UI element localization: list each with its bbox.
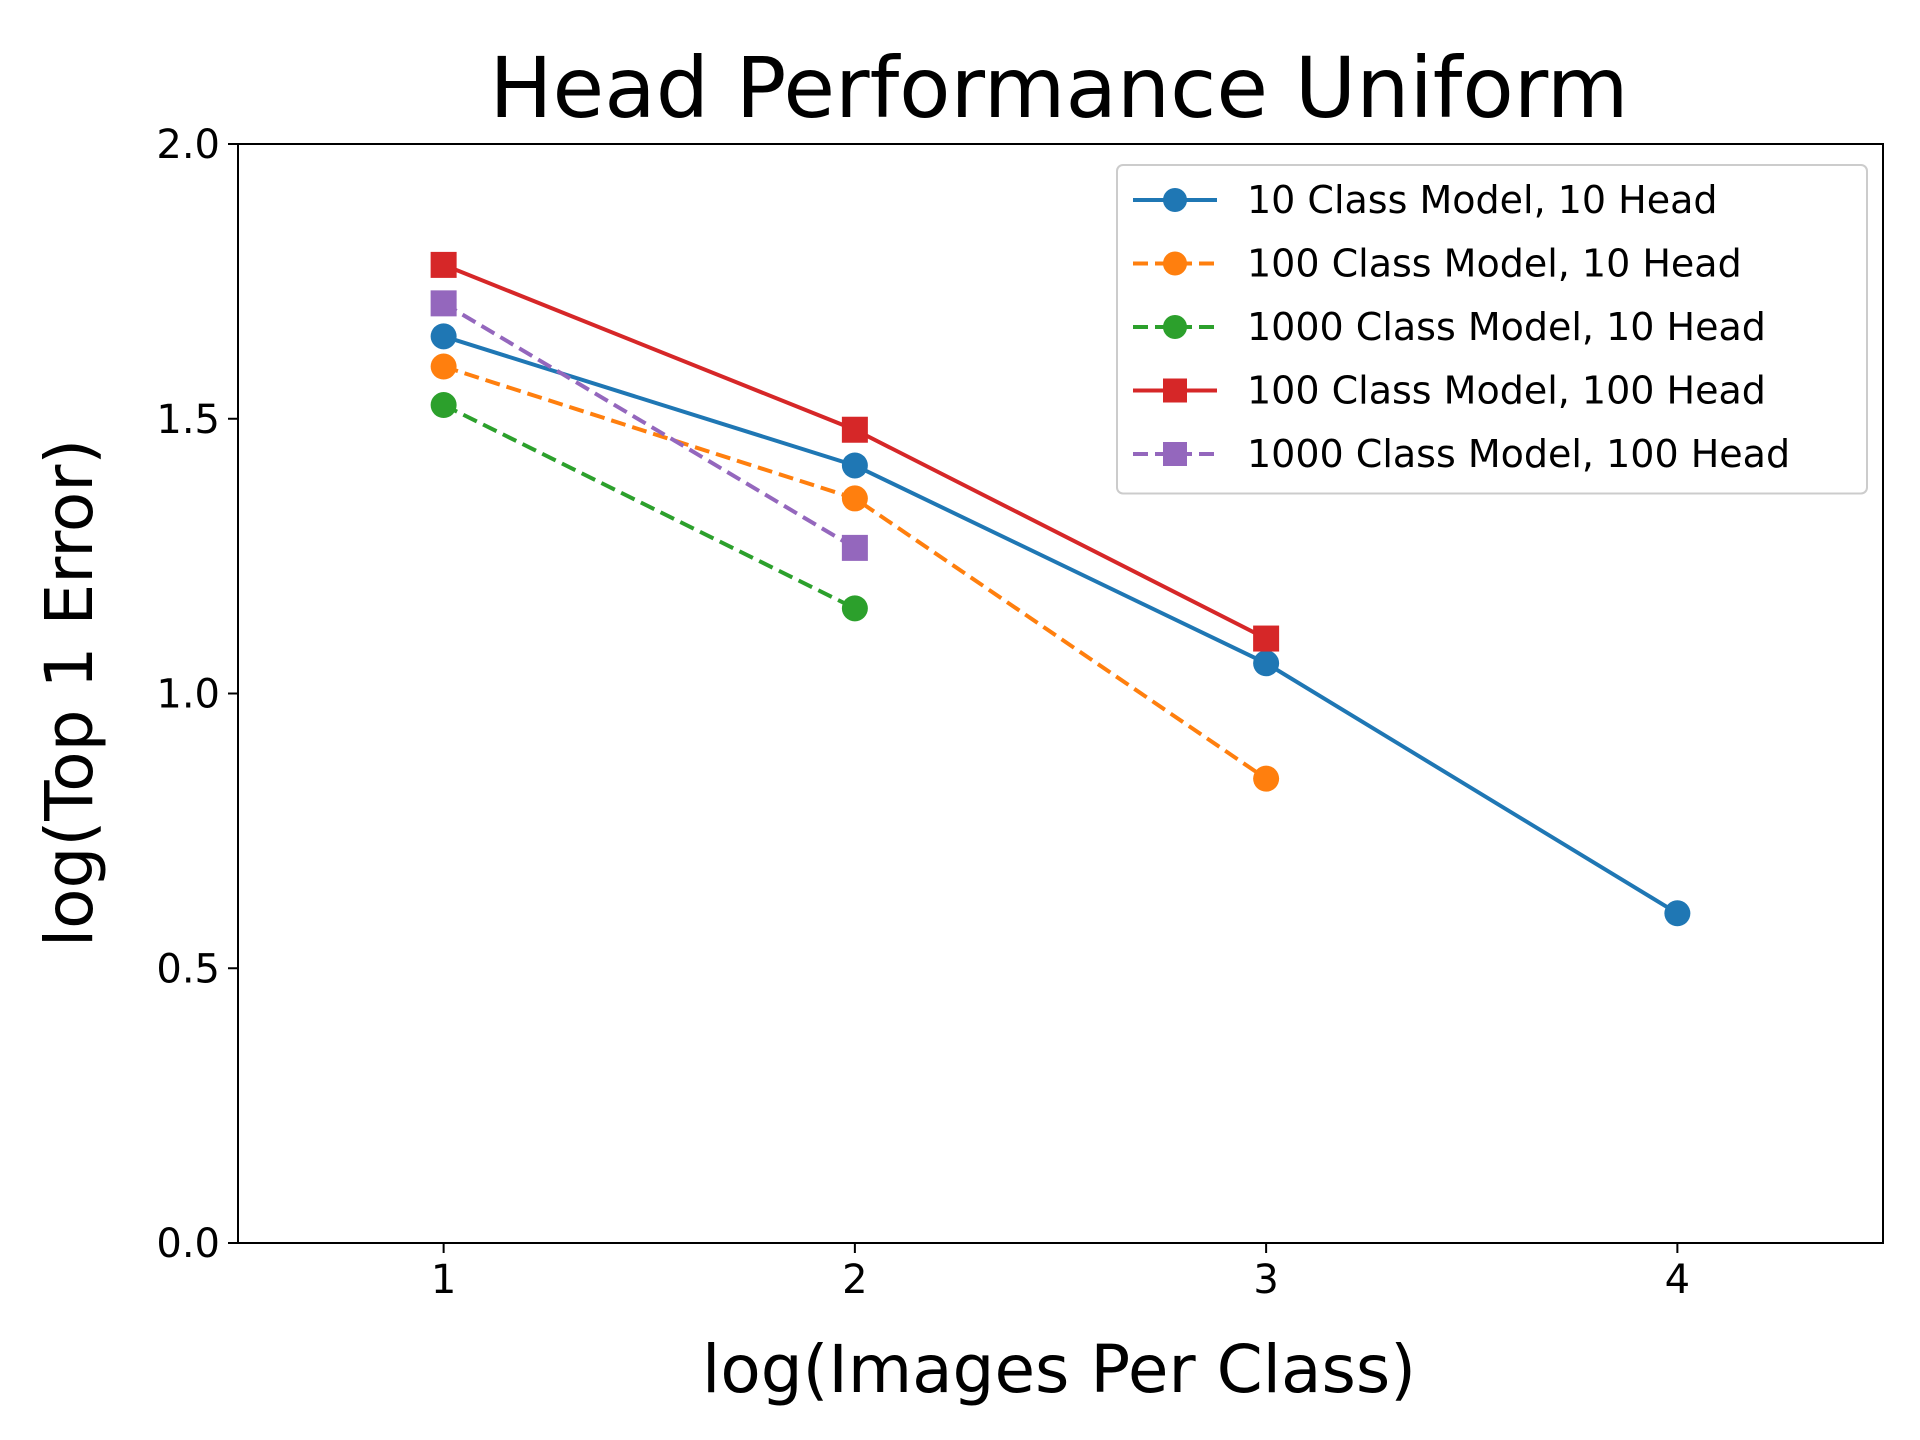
data-point xyxy=(430,392,457,419)
x-tick-label: 2 xyxy=(842,1257,867,1303)
data-point xyxy=(1664,900,1691,927)
data-point xyxy=(1253,650,1280,677)
data-point xyxy=(1253,765,1280,792)
series-3 xyxy=(430,392,868,622)
series-5 xyxy=(430,290,868,561)
legend-marker xyxy=(1163,315,1187,339)
data-point xyxy=(841,534,868,561)
data-point xyxy=(841,416,868,443)
legend-label: 100 Class Model, 10 Head xyxy=(1247,242,1742,286)
series-2 xyxy=(430,353,1280,792)
legend-label: 100 Class Model, 100 Head xyxy=(1247,369,1766,413)
data-point xyxy=(841,452,868,479)
x-axis-label: log(Images Per Class) xyxy=(702,1331,1416,1408)
x-tick-label: 4 xyxy=(1665,1257,1690,1303)
y-axis: 0.0 0.5 1.0 1.5 2.0 xyxy=(156,122,238,1267)
series-4 xyxy=(430,251,1280,652)
legend-item: 10 Class Model, 10 Head xyxy=(1133,178,1718,222)
series-1 xyxy=(430,323,1691,927)
x-axis: 1 2 3 4 xyxy=(431,1243,1690,1303)
legend-box xyxy=(1116,164,1868,495)
chart-title: Head Performance Uniform xyxy=(489,39,1628,137)
data-point xyxy=(430,353,457,380)
legend-marker xyxy=(1163,188,1187,212)
y-axis-label: log(Top 1 Error) xyxy=(31,439,108,947)
series-layer xyxy=(430,251,1691,927)
legend: 10 Class Model, 10 Head 100 Class Model, … xyxy=(1116,164,1868,495)
legend-label: 1000 Class Model, 10 Head xyxy=(1247,305,1766,349)
legend-item: 1000 Class Model, 10 Head xyxy=(1133,305,1766,349)
series-line xyxy=(442,301,856,550)
series-line xyxy=(442,403,856,611)
legend-item: 100 Class Model, 10 Head xyxy=(1133,242,1742,286)
y-tick-label: 2.0 xyxy=(156,122,220,168)
data-point xyxy=(430,323,457,350)
legend-item: 1000 Class Model, 100 Head xyxy=(1133,432,1790,476)
y-tick-label: 0.0 xyxy=(156,1221,220,1267)
legend-marker xyxy=(1163,442,1187,466)
x-tick-label: 1 xyxy=(431,1257,456,1303)
legend-marker xyxy=(1163,378,1187,403)
x-tick-label: 3 xyxy=(1253,1257,1278,1303)
data-point xyxy=(430,290,457,317)
data-point xyxy=(841,595,868,622)
legend-marker xyxy=(1163,251,1187,276)
data-point xyxy=(430,251,457,278)
y-tick-label: 1.5 xyxy=(156,397,220,443)
legend-label: 10 Class Model, 10 Head xyxy=(1247,178,1718,222)
y-tick-label: 1.0 xyxy=(156,672,220,718)
data-point xyxy=(1253,625,1280,652)
series-line xyxy=(443,334,1679,916)
data-point xyxy=(841,485,868,512)
legend-item: 100 Class Model, 100 Head xyxy=(1133,369,1766,413)
legend-label: 1000 Class Model, 100 Head xyxy=(1247,432,1790,476)
y-tick-label: 0.5 xyxy=(156,946,220,992)
